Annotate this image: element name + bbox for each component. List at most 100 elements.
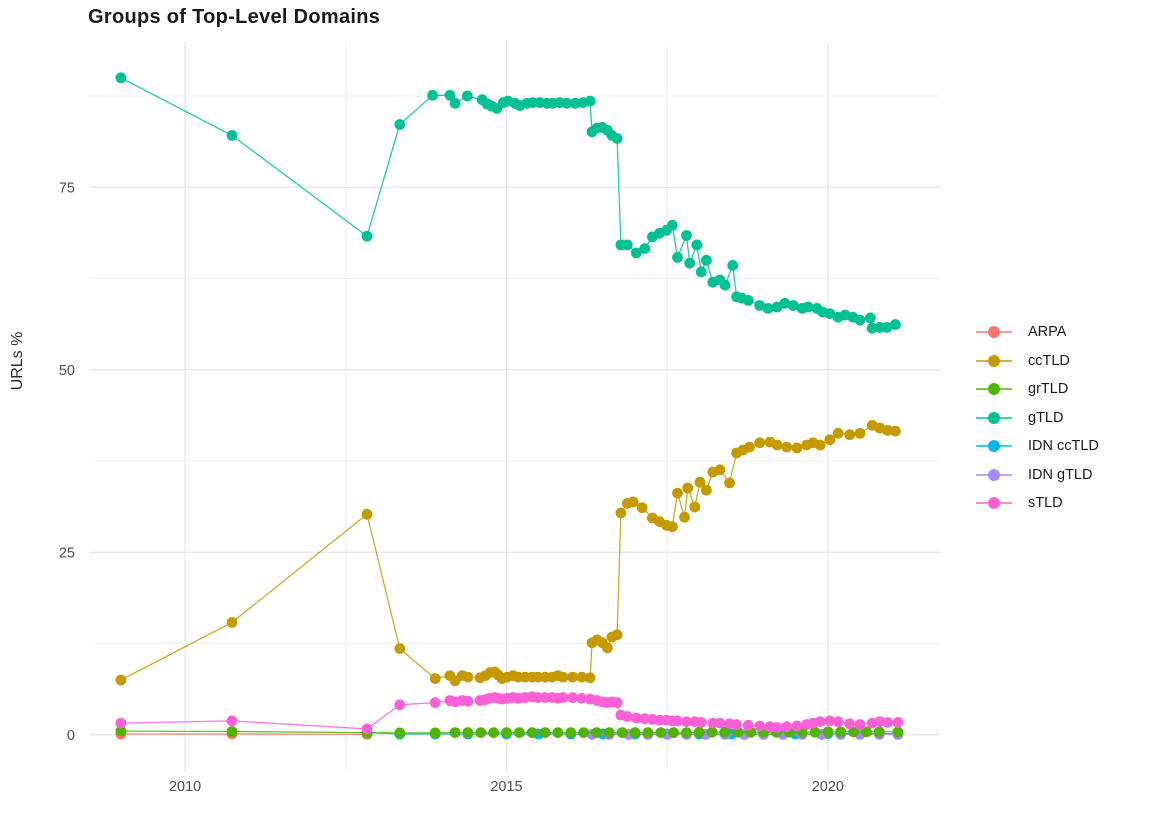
data-point xyxy=(226,130,238,141)
data-point xyxy=(115,72,127,84)
data-point xyxy=(824,308,836,319)
data-point xyxy=(565,727,577,738)
data-point xyxy=(822,726,834,738)
data-point xyxy=(814,439,826,451)
legend-item-IDN-gTLD: IDN gTLD xyxy=(968,461,1099,490)
data-point xyxy=(791,442,803,454)
data-point xyxy=(714,717,726,729)
data-point xyxy=(462,671,474,683)
data-point xyxy=(771,439,783,451)
legend-item-grTLD: grTLD xyxy=(968,375,1099,404)
data-point xyxy=(394,643,406,654)
data-point xyxy=(627,496,639,508)
data-point xyxy=(226,715,238,727)
data-point xyxy=(449,97,461,109)
data-point xyxy=(771,722,783,733)
y-tick-label: 25 xyxy=(59,545,75,561)
data-point xyxy=(754,437,766,449)
data-point xyxy=(681,727,692,738)
data-point xyxy=(488,727,499,738)
legend-key-icon xyxy=(976,354,1012,368)
data-point xyxy=(681,716,692,727)
data-point xyxy=(629,727,641,738)
data-point xyxy=(444,89,456,101)
legend-key-icon xyxy=(976,496,1012,510)
series-line xyxy=(120,424,896,682)
data-point xyxy=(693,726,705,738)
data-point xyxy=(695,266,707,278)
legend-item-ARPA: ARPA xyxy=(968,318,1099,347)
legend-item-sTLD: sTLD xyxy=(968,489,1099,518)
data-point xyxy=(636,502,648,514)
data-point xyxy=(742,295,754,306)
data-point xyxy=(630,712,642,724)
data-point xyxy=(679,511,690,523)
data-point xyxy=(754,720,766,732)
data-point xyxy=(882,717,894,728)
x-tick-label: 2010 xyxy=(169,779,201,795)
data-point xyxy=(576,671,588,683)
data-point xyxy=(802,301,814,313)
data-point xyxy=(754,300,766,311)
data-point xyxy=(832,716,844,727)
data-point xyxy=(449,727,461,738)
y-axis-title: URLs % xyxy=(9,331,26,391)
data-point xyxy=(666,219,678,231)
data-point xyxy=(526,727,538,738)
data-point xyxy=(226,617,238,628)
data-point xyxy=(762,303,774,314)
y-tick-label: 75 xyxy=(59,180,75,196)
data-point xyxy=(394,699,406,711)
data-point xyxy=(744,441,755,453)
data-point xyxy=(429,697,441,708)
data-point xyxy=(462,695,474,707)
data-point xyxy=(115,717,127,729)
legend-label: IDN ccTLD xyxy=(1028,438,1099,455)
data-point xyxy=(621,239,633,251)
data-point xyxy=(501,727,512,738)
data-point xyxy=(742,719,754,731)
data-point xyxy=(861,726,872,738)
data-point xyxy=(694,476,706,488)
data-point xyxy=(809,726,821,738)
legend-key-icon xyxy=(976,439,1012,453)
data-point xyxy=(115,725,127,737)
legend-item-IDN-ccTLD: IDN ccTLD xyxy=(968,432,1099,461)
data-point xyxy=(689,501,701,513)
data-point xyxy=(557,692,569,703)
legend-label: ARPA xyxy=(1028,324,1067,341)
data-point xyxy=(824,434,836,446)
data-point xyxy=(824,715,836,727)
data-point xyxy=(561,97,573,109)
data-point xyxy=(361,230,373,242)
data-point xyxy=(848,726,859,738)
data-point xyxy=(791,720,803,732)
series-grTLD xyxy=(115,725,904,739)
data-point xyxy=(591,727,602,738)
legend-label: IDN gTLD xyxy=(1028,466,1093,483)
data-point xyxy=(892,717,904,728)
data-point xyxy=(578,727,589,738)
data-point xyxy=(682,482,694,494)
data-point xyxy=(719,279,731,291)
legend-label: gTLD xyxy=(1028,409,1064,426)
data-point xyxy=(727,260,739,271)
data-point xyxy=(892,726,904,738)
data-point xyxy=(681,230,692,241)
legend-item-ccTLD: ccTLD xyxy=(968,347,1099,376)
data-point xyxy=(890,425,901,437)
data-point xyxy=(779,297,791,309)
data-point xyxy=(714,464,726,476)
data-point xyxy=(873,726,885,738)
data-point xyxy=(394,119,406,130)
series-sTLD xyxy=(115,691,904,735)
data-point xyxy=(557,671,569,683)
legend-key-icon xyxy=(976,468,1012,482)
data-point xyxy=(639,243,651,255)
legend-key-icon xyxy=(976,411,1012,425)
data-point xyxy=(695,717,707,728)
data-point xyxy=(603,727,615,738)
legend-label: sTLD xyxy=(1028,495,1063,512)
data-point xyxy=(835,726,847,738)
